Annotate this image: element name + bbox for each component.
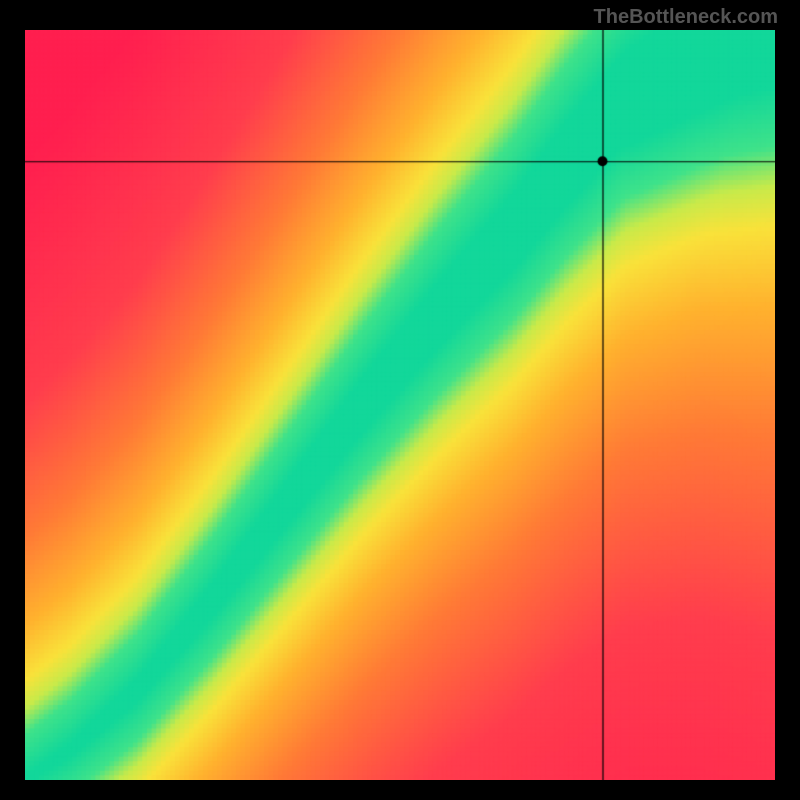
watermark-text: TheBottleneck.com xyxy=(594,6,778,29)
bottleneck-heatmap xyxy=(25,30,775,780)
